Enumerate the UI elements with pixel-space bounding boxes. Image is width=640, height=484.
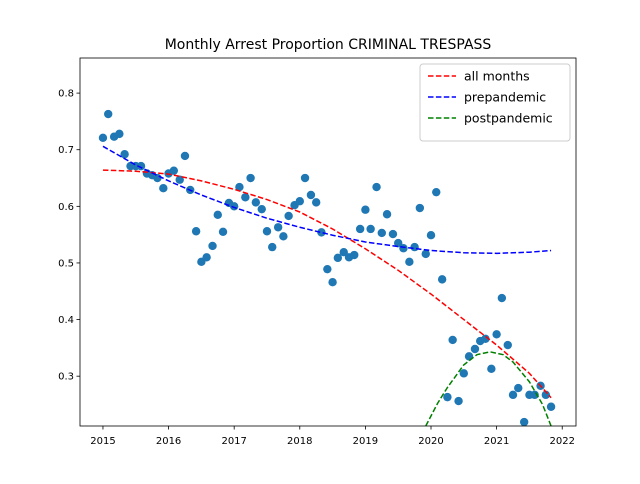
x-tick-label: 2015	[90, 436, 115, 447]
scatter-point	[279, 232, 288, 241]
scatter-point	[519, 417, 529, 426]
scatter-point	[169, 166, 179, 175]
scatter-point	[175, 175, 184, 184]
x-tick-label: 2016	[156, 436, 181, 447]
scatter-point	[180, 151, 190, 161]
scatter-point	[481, 334, 490, 344]
fit-line	[425, 351, 552, 426]
scatter-point	[323, 264, 332, 274]
y-tick-label: 0.7	[58, 145, 74, 156]
legend-box	[419, 63, 571, 142]
scatter-point	[350, 250, 359, 260]
scatter-point	[295, 197, 304, 206]
scatter-point	[262, 227, 272, 236]
scatter-point	[98, 133, 108, 143]
scatter-point	[213, 210, 222, 220]
scatter-point	[257, 204, 266, 214]
x-tick-label: 2022	[549, 436, 574, 447]
scatter-point	[191, 227, 201, 236]
scatter-point	[120, 150, 129, 159]
scatter-point	[241, 193, 250, 202]
scatter-point	[284, 211, 293, 221]
scatter-point	[115, 129, 124, 139]
fit-line	[102, 169, 552, 399]
scatter-point	[153, 173, 162, 183]
scatter-point	[251, 198, 261, 207]
scatter-point	[541, 390, 551, 400]
scatter-point	[317, 228, 326, 237]
scatter-point	[382, 210, 392, 219]
scatter-point	[372, 182, 381, 192]
scatter-point	[410, 242, 419, 252]
scatter-point	[268, 242, 277, 252]
scatter-point	[421, 249, 430, 259]
scatter-point	[437, 275, 447, 284]
scatter-point	[229, 202, 239, 211]
scatter-point	[514, 383, 523, 393]
scatter-point	[432, 187, 441, 197]
scatter-point	[328, 277, 337, 287]
scatter-point	[405, 257, 414, 267]
scatter-point	[459, 369, 469, 378]
x-tick-label: 2020	[418, 436, 443, 447]
scatter-point	[246, 173, 255, 183]
scatter-point	[487, 364, 496, 374]
scatter-point	[300, 173, 310, 183]
scatter-point	[339, 247, 348, 257]
y-tick-label: 0.4	[58, 315, 74, 326]
scatter-point	[426, 231, 436, 240]
x-tick-label: 2019	[353, 436, 378, 447]
scatter-point	[503, 340, 512, 350]
legend-label: postpandemic	[464, 111, 553, 126]
scatter-point	[333, 253, 343, 263]
scatter-point	[443, 392, 452, 402]
scatter-point	[415, 203, 425, 213]
plot-area	[98, 109, 556, 426]
y-tick-label: 0.3	[58, 372, 74, 383]
scatter-point	[399, 244, 408, 253]
legend-label: all months	[464, 69, 530, 84]
scatter-point	[104, 109, 113, 119]
scatter-point	[159, 184, 168, 193]
scatter-point	[361, 205, 370, 214]
axes-frame	[79, 57, 577, 427]
y-tick-label: 0.8	[58, 89, 74, 100]
scatter-point	[530, 390, 539, 400]
y-tick-label: 0.5	[58, 258, 74, 269]
scatter-point	[394, 238, 403, 248]
scatter-point	[546, 402, 556, 411]
scatter-point	[508, 390, 518, 400]
scatter-point	[388, 229, 398, 239]
scatter-point	[208, 241, 217, 251]
chart-title: Monthly Arrest Proportion CRIMINAL TRESP…	[165, 37, 492, 53]
scatter-point	[366, 224, 375, 234]
scatter-point	[470, 344, 480, 354]
legend-label: prepandemic	[464, 90, 546, 105]
x-tick-label: 2021	[484, 436, 509, 447]
scatter-point	[311, 198, 321, 207]
scatter-point	[218, 227, 228, 237]
scatter-point	[355, 224, 365, 234]
scatter-point	[448, 335, 457, 345]
x-tick-label: 2017	[221, 436, 246, 447]
scatter-point	[273, 223, 283, 232]
scatter-point	[377, 228, 386, 238]
scatter-point	[454, 396, 463, 406]
scatter-point	[492, 330, 501, 339]
scatter-point	[497, 293, 507, 303]
scatter-point	[136, 161, 146, 171]
scatter-point	[235, 182, 244, 192]
scatter-point	[202, 253, 211, 262]
x-tick-label: 2018	[287, 436, 312, 447]
scatter-point	[306, 190, 316, 200]
y-tick-label: 0.6	[58, 202, 74, 213]
legend: all months prepandemic postpandemic	[419, 63, 571, 142]
fit-line	[102, 145, 552, 255]
